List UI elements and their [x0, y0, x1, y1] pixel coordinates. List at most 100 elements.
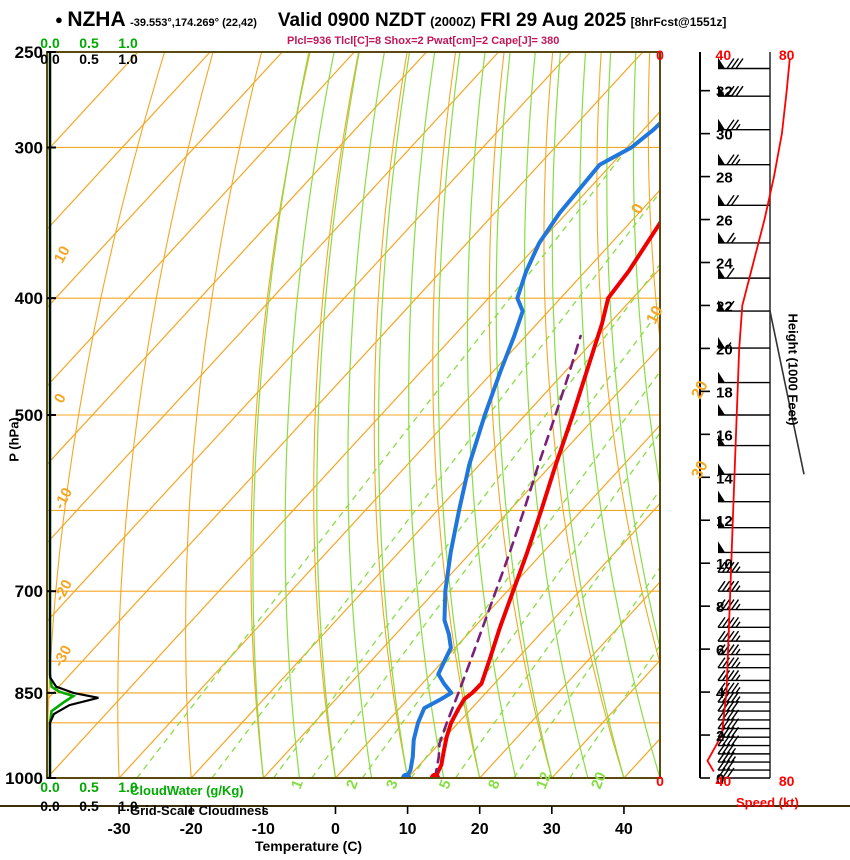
- mixing-ratio-value-label: 20: [588, 770, 610, 792]
- wind-barb: [718, 231, 770, 244]
- wind-barb: [718, 516, 770, 529]
- dry-adiabat-line: [185, 52, 263, 778]
- pressure-tick-label: 700: [15, 582, 43, 601]
- height-tick-label: 26: [716, 213, 733, 230]
- station-name: NZHA: [67, 8, 126, 31]
- pressure-tick-label: 400: [15, 289, 43, 308]
- valid-date: FRI 29 Aug 2025: [480, 10, 627, 31]
- saturated-adiabat-line: [466, 52, 517, 778]
- isotherm-value-label: 0: [51, 391, 70, 406]
- height-tick-label: 12: [716, 513, 733, 530]
- profile-dewpoint-line: [404, 120, 660, 778]
- isotherm-line: [47, 52, 211, 231]
- dry-adiabat-line: [117, 52, 214, 778]
- speed-tick-label-top: 0: [656, 47, 664, 63]
- wind-barb-panel: [717, 52, 805, 779]
- isotherm-value-label: 10: [51, 243, 74, 266]
- mixing-ratio-value-label: 2: [343, 777, 362, 791]
- saturated-adiabat-line: [579, 52, 660, 778]
- profile-parcel-line: [433, 334, 582, 778]
- height-tick-label: 18: [716, 384, 733, 401]
- cloudiness-tick-label-bottom: 1.0: [118, 798, 138, 814]
- saturated-adiabat-line: [606, 52, 660, 651]
- mixing-ratio-value-label: 8: [485, 777, 504, 791]
- saturated-adiabat-line: [316, 52, 360, 778]
- mixing-ratio-line: [211, 191, 660, 778]
- pressure-axis-label: P (hPa): [6, 417, 22, 462]
- wind-barb: [718, 463, 770, 476]
- dry-adiabat-line: [313, 52, 360, 778]
- height-tick-label: 4: [716, 685, 725, 702]
- height-tick-label: 0: [716, 771, 724, 788]
- saturated-adiabat-line: [408, 52, 445, 778]
- cloudwater-tick-label-top: 0.5: [79, 35, 99, 51]
- cloudiness-axis-label: Grid-Scale Cloudiness: [130, 803, 269, 818]
- temperature-tick-label: 20: [471, 821, 489, 838]
- profile-temperature-line: [433, 219, 660, 778]
- wind-barb: [718, 57, 770, 70]
- isotherm-line: [118, 189, 660, 778]
- mixing-ratio-line: [273, 263, 660, 778]
- header-title: ● NZHA -39.553°,174.269° (22,42) Valid 0…: [55, 8, 726, 32]
- height-speed-panel: [699, 52, 791, 779]
- speed-tick-label-bottom: 40: [716, 773, 732, 789]
- wind-barb: [717, 616, 770, 629]
- mixing-ratio-line: [410, 431, 660, 778]
- pressure-tick-label: 1000: [5, 769, 43, 788]
- wind-barb: [717, 599, 770, 611]
- mixing-ratio-value-label: 12: [533, 770, 555, 792]
- wind-barb: [717, 670, 770, 682]
- skewt-background-grid: [47, 52, 850, 778]
- temperature-axis-label: Temperature (C): [255, 838, 363, 854]
- height-tick-label: 32: [716, 84, 733, 101]
- pressure-tick-label: 300: [15, 138, 43, 157]
- mixing-ratio-value-label: 1: [288, 777, 307, 791]
- wind-barb: [718, 337, 770, 349]
- saturated-adiabat-line: [495, 52, 553, 778]
- temperature-tick-label: -20: [180, 821, 203, 838]
- saturated-adiabat-line: [378, 52, 411, 778]
- cloudwater-tick-label-bottom: 0.0: [40, 779, 60, 795]
- mixing-ratio-line: [311, 308, 660, 778]
- forecast-stamp: [8hrFcst@1551z]: [630, 15, 727, 29]
- dry-adiabat-line: [647, 52, 660, 345]
- valid-time-utc: (2000Z): [430, 14, 476, 29]
- station-coords: -39.553°,174.269° (22,42): [130, 17, 257, 29]
- height-tick-label: 10: [716, 556, 733, 573]
- saturated-adiabat-line: [523, 52, 589, 778]
- saturated-adiabat-line: [347, 52, 385, 778]
- dry-adiabat-value-label: 20: [689, 378, 712, 402]
- height-tick-label: 24: [716, 255, 733, 272]
- dry-adiabat-line: [844, 52, 850, 778]
- wind-barb: [718, 404, 770, 416]
- mixing-ratio-line: [136, 147, 629, 778]
- height-tick-label: 14: [716, 470, 733, 487]
- isotherm-line: [768, 52, 850, 778]
- wind-panel-divider: [769, 310, 805, 475]
- surface-temperature-marker: [429, 772, 441, 778]
- isotherm-line: [47, 52, 644, 701]
- cloud-traces: [48, 52, 99, 778]
- profile-traces: [400, 120, 660, 778]
- height-tick-label: 28: [716, 170, 733, 187]
- isotherm-line: [47, 52, 355, 387]
- dry-adiabat-value-label: 30: [689, 458, 712, 482]
- dry-adiabat-value-label: 0: [629, 201, 648, 217]
- dry-adiabat-line: [373, 52, 409, 778]
- saturated-adiabat-line: [551, 52, 625, 778]
- dry-adiabat-line: [488, 52, 553, 778]
- isotherm-line: [262, 345, 660, 778]
- saturated-adiabat-line: [284, 52, 335, 778]
- isotherm-line: [47, 110, 660, 778]
- height-speed-curve: [706, 58, 791, 773]
- wind-barb: [718, 153, 770, 166]
- wind-barb: [718, 541, 770, 554]
- dry-adiabat-value-label: 10: [644, 303, 667, 327]
- isotherm-line: [190, 267, 660, 778]
- temperature-tick-label: -10: [252, 821, 275, 838]
- temperature-tick-label: 40: [615, 821, 633, 838]
- height-axis-label: Height (1000 Feet): [785, 313, 801, 426]
- mixing-ratio-line: [513, 566, 660, 778]
